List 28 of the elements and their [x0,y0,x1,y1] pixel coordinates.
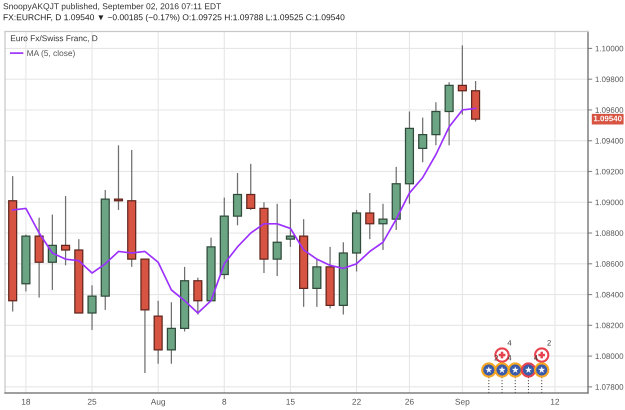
candlestick [60,195,70,266]
legend-label: MA (5, close) [27,50,75,58]
candlestick [166,302,176,364]
x-tick-label: 25 [88,398,96,405]
x-tick-label: 8 [222,398,226,405]
x-tick-label: 22 [352,398,361,405]
candlestick [193,277,202,316]
chart-title: FX:EURCHF, D 1.09540 ▼ −0.00185 (−0.17%) O:1.09725 H:1.09788 L:1.09525 C:1.09540 [4,14,345,22]
x-tick-label: 18 [22,398,30,405]
x-tick-label: 15 [286,398,295,405]
x-tick-label: 12 [550,398,560,405]
candlestick [418,117,428,163]
x-tick-label: Sep [455,398,470,406]
candlestick [246,163,256,211]
candlestick [286,198,296,248]
chart-subtitle: Euro Fx/Swiss Franc, D [10,35,98,42]
x-tick-label: 26 [405,398,414,405]
candlestick [458,44,467,116]
text: SnoopyAKQJT published, September 02, 2016 07:11 EDT [3,3,222,11]
candlestick [232,172,242,226]
candlestick [431,102,440,146]
candlestick [114,144,124,211]
candlestick [312,258,322,308]
candlestick [378,203,388,251]
candlestick [272,203,282,277]
candlestick [87,284,97,331]
x-tick-label: Aug [150,398,166,406]
candlestick [365,192,374,240]
